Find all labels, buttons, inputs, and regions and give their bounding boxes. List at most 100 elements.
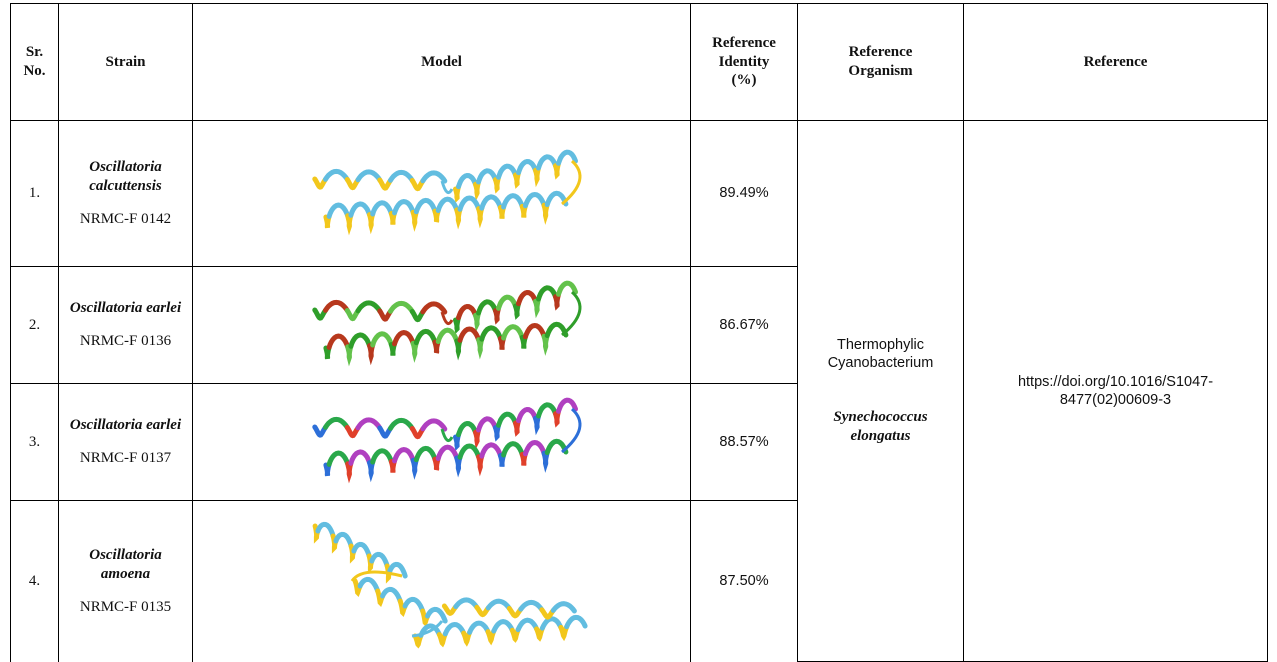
helix-segment bbox=[493, 622, 512, 631]
helix-segment bbox=[553, 604, 574, 611]
helix-segment bbox=[488, 601, 509, 608]
strain-cell: Oscillatoria earleiNRMC-F 0137 bbox=[59, 384, 193, 501]
model-cell bbox=[193, 267, 691, 384]
helix-segment bbox=[460, 329, 479, 340]
helix-segment bbox=[438, 447, 457, 458]
helix-segment bbox=[438, 199, 457, 210]
header-cell: Sr. No. bbox=[11, 4, 59, 121]
helix-segment bbox=[371, 555, 386, 567]
helix-segment bbox=[481, 328, 500, 339]
model-cell bbox=[193, 384, 691, 501]
reference-cell: https://doi.org/10.1016/S1047-8477(02)00… bbox=[964, 121, 1268, 662]
header-row: Sr. No. Strain Model Reference Identity … bbox=[11, 4, 1268, 121]
loop bbox=[442, 429, 452, 441]
helix-segment bbox=[358, 303, 380, 311]
strain-id: NRMC-F 0142 bbox=[80, 211, 171, 227]
helix-segment bbox=[498, 414, 515, 425]
strain-name: Oscillatoria earlei bbox=[65, 416, 186, 435]
page: Sr. No. Strain Model Reference Identity … bbox=[0, 0, 1277, 661]
header-cell: Model bbox=[193, 4, 691, 121]
helix-segment bbox=[416, 448, 435, 459]
header-cell: Reference bbox=[964, 4, 1268, 121]
helix-segment bbox=[538, 156, 555, 167]
helix-segment bbox=[498, 166, 515, 177]
identity-cell: 87.50% bbox=[691, 501, 798, 662]
helix-segment bbox=[538, 288, 555, 299]
helix-segment bbox=[427, 610, 445, 622]
helix-segment bbox=[350, 335, 369, 346]
helix-segment bbox=[469, 623, 487, 632]
helix-segment bbox=[478, 170, 495, 181]
helix-segment bbox=[438, 330, 457, 341]
header-cell: Strain bbox=[59, 4, 193, 121]
helix-segment bbox=[405, 600, 423, 612]
helix-segment bbox=[329, 453, 348, 464]
model-cell bbox=[193, 501, 691, 662]
strain-cell: Oscillatoria earleiNRMC-F 0136 bbox=[59, 267, 193, 384]
table-body: 1.Oscillatoria calcuttensis NRMC-F 0142 89… bbox=[11, 121, 1268, 662]
helix-segment bbox=[481, 196, 500, 207]
helix-segment bbox=[325, 302, 347, 310]
helix-segment bbox=[518, 410, 535, 421]
loop bbox=[442, 181, 452, 193]
helix-segment bbox=[503, 327, 522, 338]
helix-segment bbox=[503, 195, 522, 206]
helix-segment bbox=[394, 450, 413, 461]
helix-segment bbox=[372, 451, 391, 462]
strain-cell: Oscillatoria calcuttensis NRMC-F 0142 bbox=[59, 121, 193, 267]
identity-cell: 86.67% bbox=[691, 267, 798, 384]
helix-segment bbox=[317, 525, 332, 537]
sr-cell: 3. bbox=[11, 384, 59, 501]
header-cell: Reference Organism bbox=[798, 4, 964, 121]
strain-name: Oscillatoria earlei bbox=[65, 299, 186, 318]
helix-segment bbox=[455, 600, 476, 607]
helix-segment bbox=[518, 293, 535, 304]
helix-segment bbox=[478, 419, 495, 430]
helix-segment bbox=[390, 172, 412, 180]
loop bbox=[352, 572, 402, 581]
table-row: 1.Oscillatoria calcuttensis NRMC-F 0142 89… bbox=[11, 121, 1268, 267]
helix-segment bbox=[422, 172, 444, 180]
identity-cell: 89.49% bbox=[691, 121, 798, 267]
helix-segment bbox=[520, 603, 541, 610]
identity-cell: 88.57% bbox=[691, 384, 798, 501]
strain-name: Oscillatoria calcuttensis bbox=[65, 158, 186, 196]
helix-segment bbox=[542, 619, 561, 628]
helix-segment bbox=[394, 333, 413, 344]
helix-segment bbox=[360, 580, 378, 592]
results-table: Sr. No. Strain Model Reference Identity … bbox=[10, 3, 1268, 662]
helix-segment bbox=[329, 336, 348, 347]
strain-cell: Oscillatoria amoenaNRMC-F 0135 bbox=[59, 501, 193, 662]
helix-segment bbox=[460, 446, 479, 457]
helix-segment bbox=[445, 625, 463, 634]
helix-segment bbox=[566, 618, 584, 627]
model-cell bbox=[193, 121, 691, 267]
header-cell: Reference Identity (%) bbox=[691, 4, 798, 121]
helix-segment bbox=[503, 444, 522, 455]
helix-segment bbox=[394, 201, 413, 212]
helix-segment bbox=[458, 424, 475, 435]
helix-segment bbox=[525, 194, 544, 205]
helix-segment bbox=[325, 171, 347, 179]
helix-segment bbox=[353, 545, 368, 557]
helix-segment bbox=[458, 175, 475, 186]
helix-segment bbox=[422, 421, 444, 429]
helix-segment bbox=[416, 200, 435, 211]
sr-cell: 4. bbox=[11, 501, 59, 662]
helix-segment bbox=[390, 303, 412, 311]
helix-segment bbox=[460, 198, 479, 209]
protein-model bbox=[292, 270, 592, 380]
helix-segment bbox=[498, 297, 515, 308]
helix-segment bbox=[458, 307, 475, 318]
sr-cell: 1. bbox=[11, 121, 59, 267]
protein-model bbox=[292, 139, 592, 249]
strain-id: NRMC-F 0135 bbox=[80, 599, 171, 615]
helix-segment bbox=[372, 334, 391, 345]
protein-model bbox=[292, 387, 592, 497]
helix-segment bbox=[390, 420, 412, 428]
helix-segment bbox=[518, 161, 535, 172]
helix-segment bbox=[382, 590, 400, 602]
helix-segment bbox=[525, 443, 544, 454]
helix-segment bbox=[525, 326, 544, 337]
